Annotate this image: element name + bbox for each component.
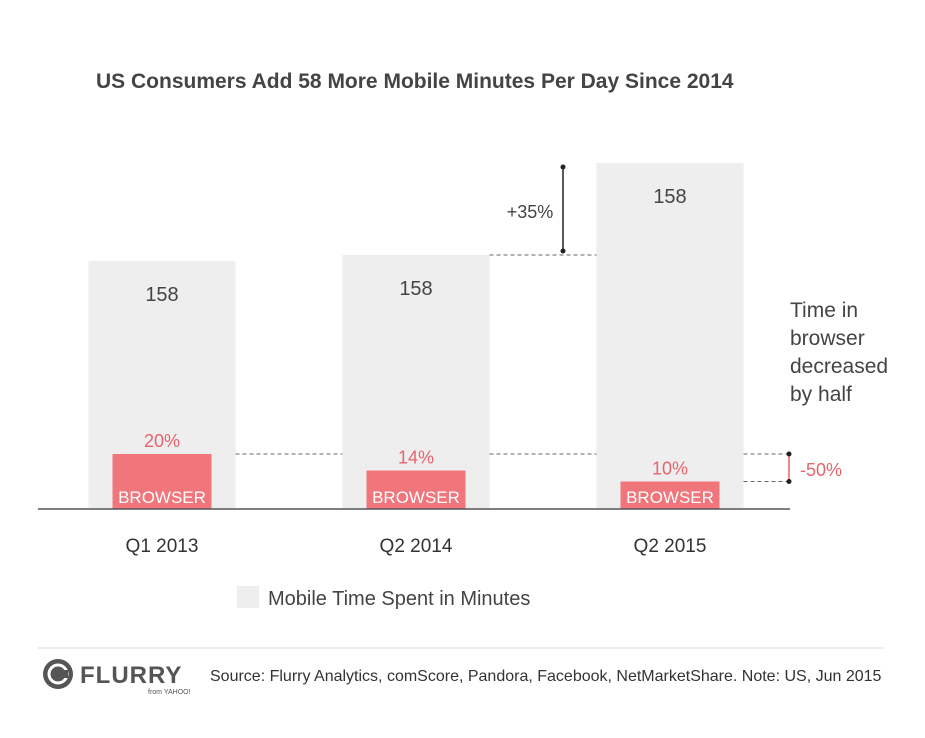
increase-bracket-end [560, 164, 566, 170]
browser-bar-label: BROWSER [372, 488, 460, 507]
decrease-bracket-end [786, 479, 792, 484]
reference-lines [235, 164, 792, 484]
browser-bar [620, 481, 720, 509]
browser-share-label: 14% [398, 448, 434, 468]
bars-layer: 158 BROWSER 20% Q1 2013 158 BROWSER 14% Q2 2014… [88, 163, 744, 557]
side-note-line-3: decreased [790, 355, 888, 378]
side-note-line-4: by half [790, 383, 852, 406]
flurry-logo-text: FLURRY [80, 662, 182, 689]
total-value-label: 158 [399, 278, 432, 300]
browser-bar [366, 470, 466, 509]
side-note-line-2: browser [790, 327, 865, 350]
increase-annotation: +35% [507, 202, 554, 222]
legend-swatch [237, 586, 259, 608]
total-bar [342, 255, 490, 509]
source-note: Source: Flurry Analytics, comScore, Pand… [210, 668, 882, 685]
legend-label: Mobile Time Spent in Minutes [268, 588, 530, 610]
flurry-logo-icon [43, 659, 73, 689]
flurry-logo-icon-gap [60, 670, 68, 678]
chart-title: US Consumers Add 58 More Mobile Minutes … [96, 70, 734, 93]
decrease-bracket-end [786, 451, 792, 457]
total-value-label: 158 [145, 284, 178, 306]
category-label: Q2 2015 [634, 536, 707, 557]
legend: Mobile Time Spent in Minutes [237, 586, 530, 610]
flurry-logo-subtext: from YAHOO! [148, 689, 191, 696]
side-note-line-1: Time in [790, 299, 858, 322]
flurry-logo: FLURRY from YAHOO! [43, 659, 191, 696]
browser-share-label: 20% [144, 431, 180, 451]
browser-bar-label: BROWSER [118, 488, 206, 507]
total-bar [596, 163, 744, 509]
side-note: Time in browser decreased by half [790, 299, 888, 406]
increase-bracket-end [560, 248, 566, 254]
category-label: Q1 2013 [126, 536, 199, 557]
total-value-label: 158 [653, 186, 686, 208]
browser-bar [112, 454, 212, 509]
browser-bar-label: BROWSER [626, 488, 714, 507]
browser-share-label: 10% [652, 459, 688, 479]
decrease-annotation: -50% [800, 460, 842, 480]
category-label: Q2 2014 [380, 536, 453, 557]
